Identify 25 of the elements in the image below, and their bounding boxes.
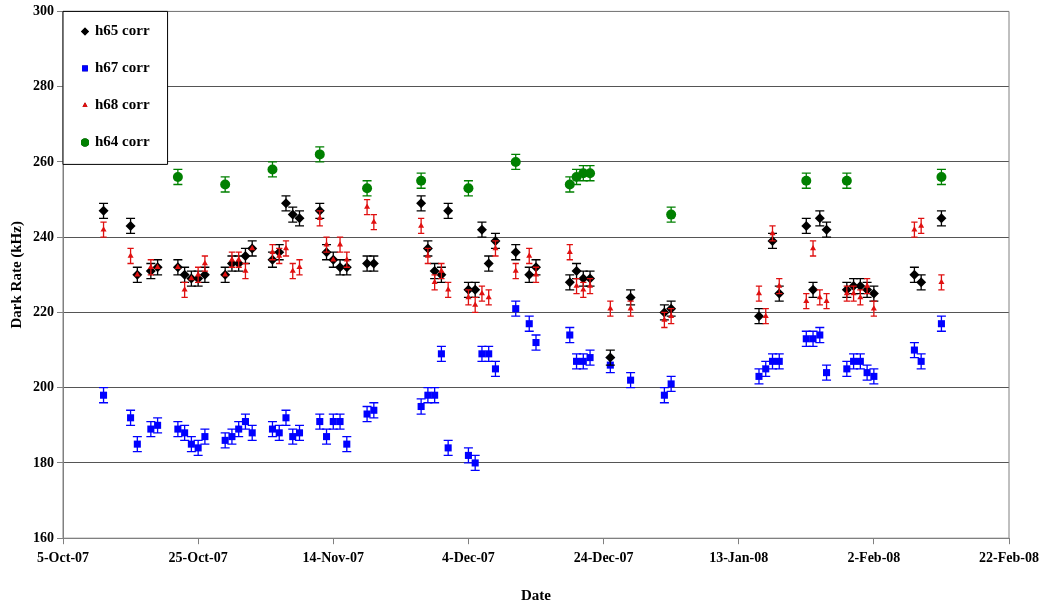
x-tick-label: 13-Jan-08 bbox=[709, 550, 769, 566]
y-tick-label: 200 bbox=[33, 379, 54, 395]
x-tick-label: 2-Feb-08 bbox=[847, 550, 901, 566]
legend-label: h67 corr bbox=[95, 59, 150, 76]
x-tick-label: 25-Oct-07 bbox=[168, 550, 228, 566]
y-axis-title: Dark Rate (kHz) bbox=[7, 221, 25, 329]
point bbox=[936, 171, 947, 182]
y-tick-label: 280 bbox=[33, 78, 54, 94]
x-tick-label: 4-Dec-07 bbox=[441, 550, 495, 566]
x-tick-label: 24-Dec-07 bbox=[573, 550, 634, 566]
x-tick-label: 5-Oct-07 bbox=[36, 550, 90, 566]
y-tick-label: 160 bbox=[33, 529, 54, 545]
legend-label: h64 corr bbox=[95, 133, 150, 150]
x-tick-label: 14-Nov-07 bbox=[302, 550, 364, 566]
legend-label: h65 corr bbox=[95, 22, 150, 39]
x-tick-label: 22-Feb-08 bbox=[979, 550, 1039, 566]
point bbox=[172, 171, 183, 182]
y-tick-label: 260 bbox=[33, 153, 54, 169]
y-tick-label: 180 bbox=[33, 454, 54, 470]
y-tick-label: 300 bbox=[33, 3, 54, 19]
point bbox=[510, 156, 521, 167]
y-tick-label: 240 bbox=[33, 228, 54, 244]
x-axis-title: Date bbox=[521, 586, 552, 603]
y-tick-label: 220 bbox=[33, 304, 54, 320]
legend-label: h68 corr bbox=[95, 96, 150, 113]
